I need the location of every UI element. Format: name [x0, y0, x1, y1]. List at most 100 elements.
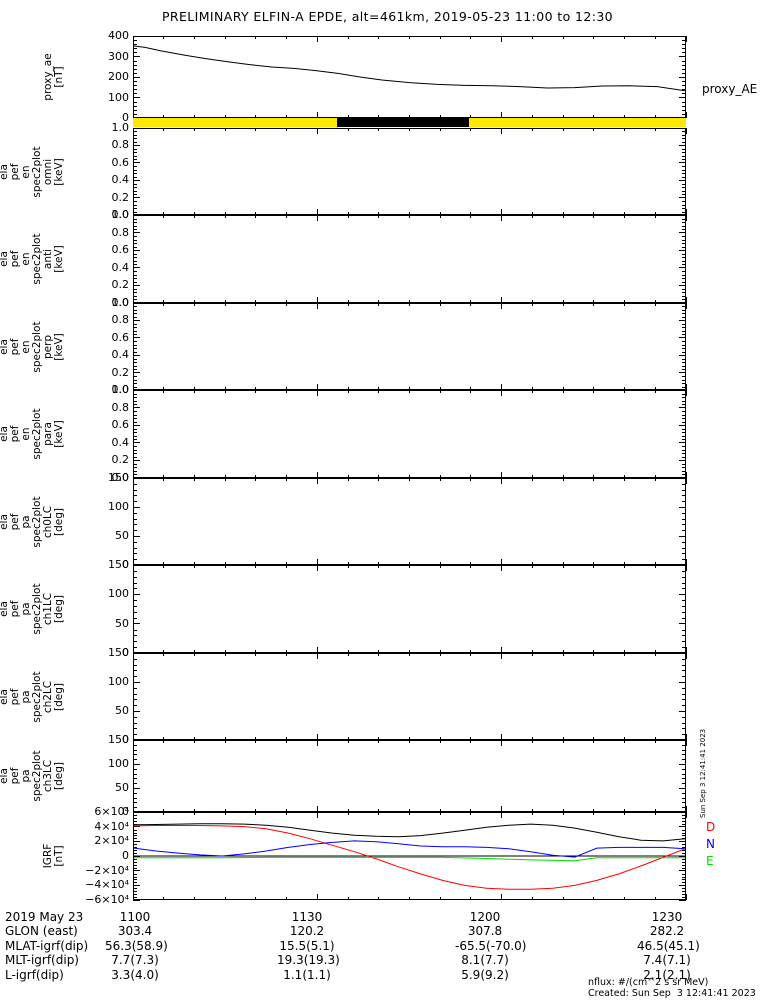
x-minor-tick	[193, 212, 195, 215]
x-minor-tick	[224, 812, 226, 815]
panel-omni	[133, 128, 686, 215]
y-minor-tick	[682, 483, 686, 485]
ephemeris-value: 46.5(45.1)	[637, 938, 700, 953]
y-minor-tick	[133, 664, 137, 666]
y-tick-label: 1.0	[111, 383, 130, 396]
x-minor-tick	[439, 303, 441, 306]
x-major-tick	[132, 740, 134, 746]
y-minor-tick	[133, 897, 137, 899]
x-minor-tick	[224, 565, 226, 568]
x-minor-tick	[378, 390, 380, 393]
y-minor-tick	[682, 734, 686, 736]
y-minor-tick	[682, 823, 686, 825]
y-minor-tick	[682, 453, 686, 455]
y-minor-tick	[133, 187, 137, 189]
y-minor-tick	[133, 246, 137, 248]
y-minor-tick	[682, 658, 686, 660]
y-major-tick	[679, 811, 686, 813]
x-major-tick	[501, 36, 503, 42]
y-minor-tick	[682, 369, 686, 371]
x-major-tick	[685, 478, 687, 484]
x-minor-tick	[593, 387, 595, 390]
y-minor-tick	[682, 807, 686, 809]
x-minor-tick	[562, 565, 564, 568]
x-minor-tick	[255, 809, 257, 812]
x-minor-tick	[193, 565, 195, 568]
y-tick-label: 150	[108, 646, 129, 659]
x-major-tick	[685, 112, 687, 118]
ephemeris-value: 120.2	[289, 924, 325, 939]
y-minor-tick	[133, 225, 137, 227]
x-minor-tick	[163, 478, 165, 481]
y-minor-tick	[133, 327, 137, 329]
y-major-tick	[679, 459, 686, 461]
y-minor-tick	[682, 393, 686, 395]
x-major-tick	[132, 297, 134, 303]
x-minor-tick	[255, 390, 257, 393]
y-minor-tick	[133, 888, 137, 890]
y-tick-label: 100	[108, 90, 129, 104]
ephemeris-value: 1130	[291, 910, 323, 924]
y-tick-label: 0.8	[111, 225, 130, 239]
x-minor-tick	[286, 740, 288, 743]
y-tick-label: 300	[108, 49, 129, 63]
y-tick-label: 100	[108, 757, 129, 770]
x-major-tick	[316, 812, 318, 818]
y-tick-label: 0.4	[111, 173, 130, 187]
y-minor-tick	[682, 641, 686, 643]
x-minor-tick	[255, 653, 257, 656]
y-minor-tick	[682, 264, 686, 266]
y-minor-tick	[682, 879, 686, 881]
x-minor-tick	[163, 897, 165, 900]
y-minor-tick	[682, 152, 686, 154]
y-minor-tick	[682, 873, 686, 875]
y-minor-tick	[133, 334, 137, 336]
x-minor-tick	[378, 300, 380, 303]
x-minor-tick	[654, 115, 656, 118]
ephemeris-row-label: MLT-igrf(dip)	[5, 953, 79, 968]
y-minor-tick	[133, 876, 137, 878]
axis-title-line: [deg]	[53, 507, 65, 536]
y-minor-tick	[682, 802, 686, 804]
x-minor-tick	[163, 128, 165, 131]
x-minor-tick	[470, 737, 472, 740]
x-minor-tick	[409, 653, 410, 656]
panel-perp	[133, 303, 686, 390]
x-minor-tick	[409, 897, 410, 900]
y-minor-tick	[133, 439, 137, 441]
ephemeris-value: 1100	[119, 910, 151, 924]
y-minor-tick	[133, 807, 137, 809]
y-minor-tick	[133, 85, 137, 87]
x-minor-tick	[286, 565, 288, 568]
ephemeris-value: 2.1(2.1)	[643, 967, 691, 982]
x-major-tick	[501, 812, 503, 818]
y-minor-tick	[682, 101, 686, 103]
x-major-tick	[685, 128, 687, 134]
y-minor-tick	[682, 183, 686, 185]
x-minor-tick	[347, 737, 349, 740]
x-minor-tick	[378, 215, 380, 218]
panel-ch1lc	[133, 565, 686, 653]
y-major-tick	[679, 564, 686, 566]
axis-title-line: [keV]	[53, 332, 65, 361]
x-minor-tick	[593, 128, 595, 131]
y-minor-tick	[133, 109, 137, 111]
y-minor-tick	[682, 351, 686, 353]
x-minor-tick	[624, 812, 626, 815]
y-minor-tick	[133, 501, 137, 503]
y-tick-label: −6×10⁴	[85, 893, 129, 906]
x-minor-tick	[193, 562, 195, 565]
legend-item-d: D	[706, 820, 716, 834]
x-major-tick	[316, 384, 318, 390]
y-tick-label: 0.2	[111, 190, 130, 204]
y-major-tick	[133, 477, 140, 479]
x-minor-tick	[531, 212, 533, 215]
axis-title-line: [deg]	[53, 682, 65, 711]
x-minor-tick	[624, 653, 626, 656]
x-minor-tick	[654, 809, 656, 812]
x-major-tick	[501, 740, 503, 746]
y-major-tick	[679, 197, 686, 199]
x-minor-tick	[409, 390, 410, 393]
trace-proxy_AE	[134, 45, 685, 92]
x-minor-tick	[654, 740, 656, 743]
